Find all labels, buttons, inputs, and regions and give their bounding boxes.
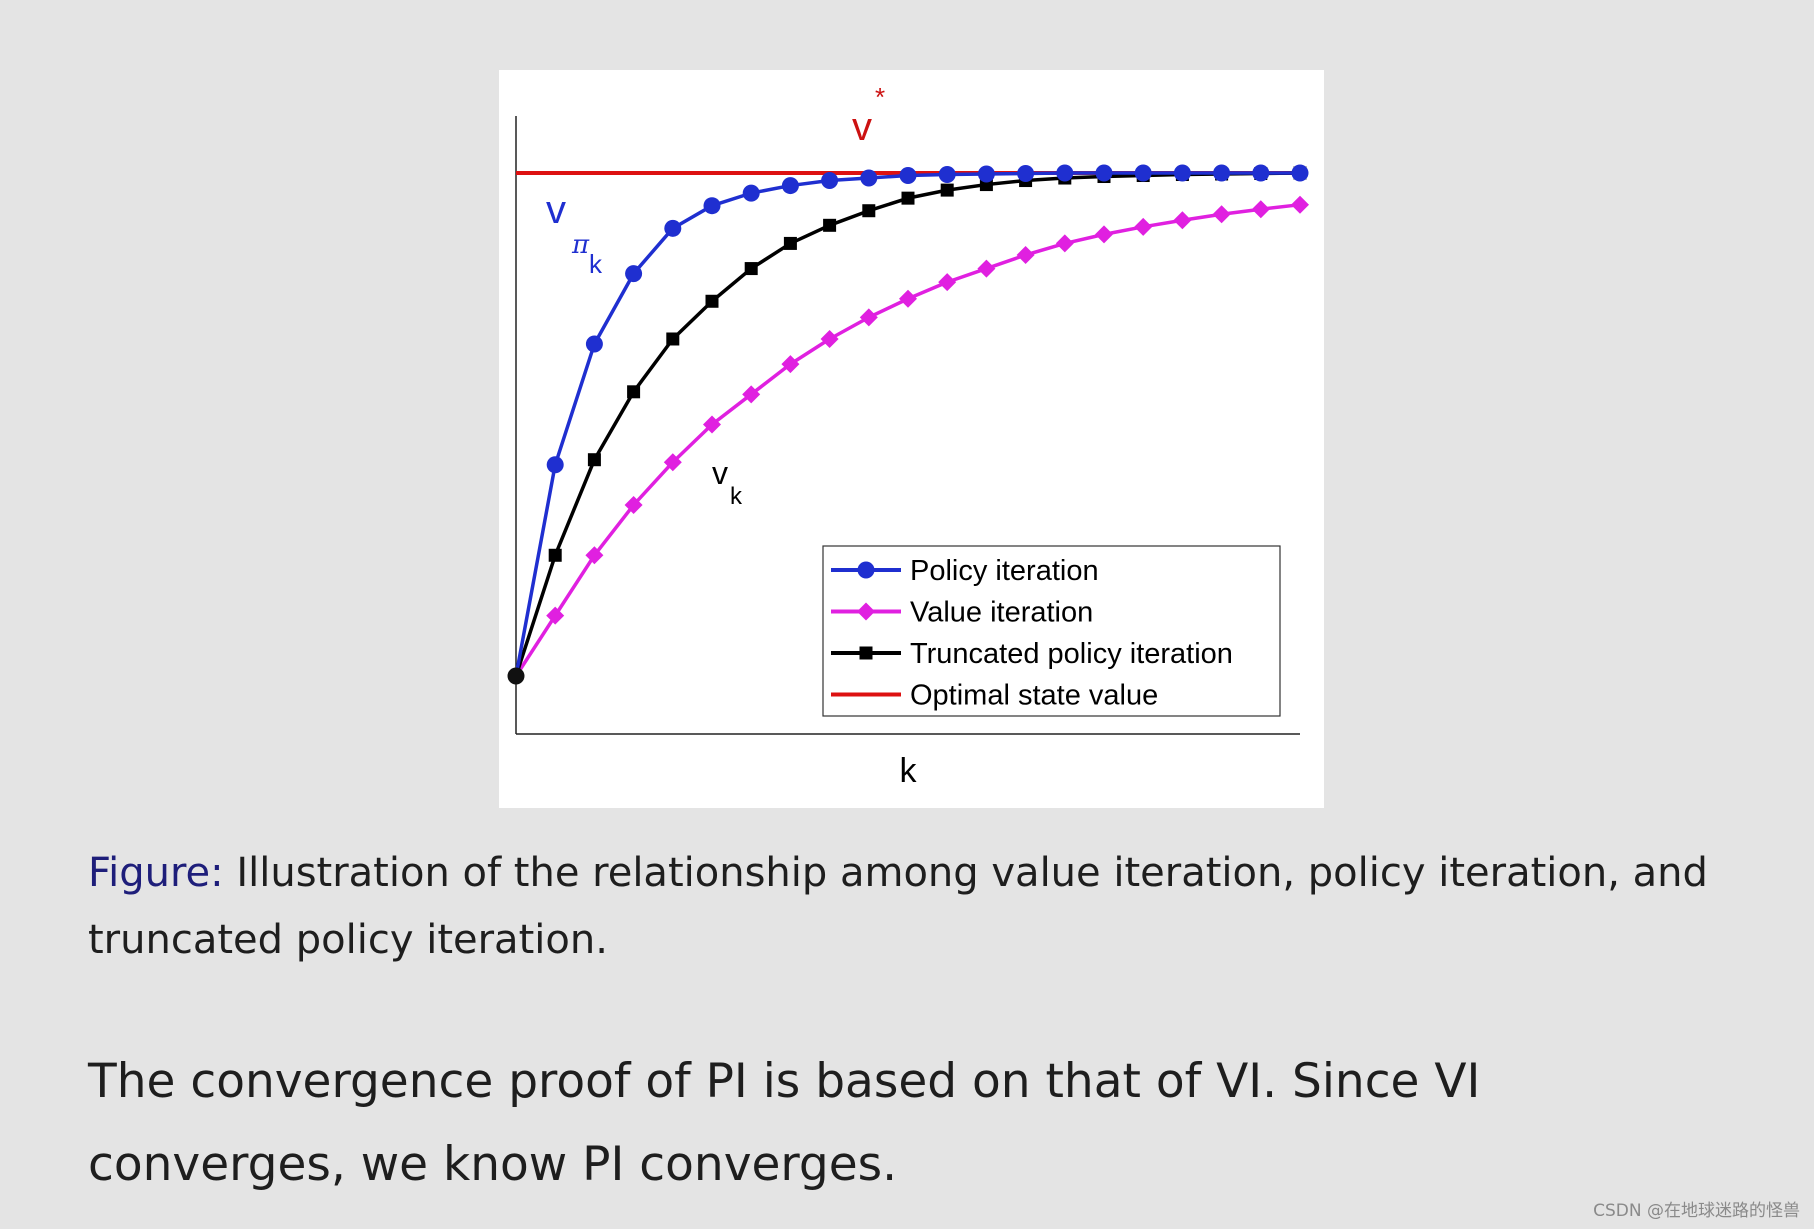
- label-v-pi-k: v: [546, 188, 566, 232]
- data-point-value-iteration: [663, 453, 682, 472]
- legend-label: Policy iteration: [910, 555, 1099, 587]
- label-v-pi-k-subsubscript: k: [589, 249, 603, 279]
- legend-label: Optimal state value: [910, 680, 1158, 712]
- data-point-value-iteration: [624, 495, 643, 514]
- legend-item-truncated-policy-iteration: Truncated policy iteration: [831, 638, 1233, 670]
- label-v-k-subscript: k: [730, 483, 743, 510]
- data-point-value-iteration: [820, 329, 839, 348]
- data-point-policy-iteration: [781, 177, 799, 195]
- data-point-policy-iteration: [938, 166, 956, 184]
- data-point-truncated-policy-iteration: [587, 453, 601, 467]
- data-point-policy-iteration: [625, 265, 643, 283]
- data-point-value-iteration: [546, 606, 565, 625]
- data-point-value-iteration: [899, 289, 917, 308]
- data-point-truncated-policy-iteration: [862, 204, 876, 218]
- data-point-policy-iteration: [1056, 164, 1074, 182]
- data-point-value-iteration: [585, 546, 604, 565]
- label-v-star-superscript: *: [875, 82, 885, 112]
- data-point-policy-iteration: [860, 169, 878, 187]
- data-point-value-iteration: [938, 273, 957, 292]
- legend-item-optimal-state-value: Optimal state value: [831, 680, 1158, 712]
- legend-box: [822, 545, 1281, 717]
- x-axis-label: k: [900, 752, 918, 790]
- data-point-value-iteration: [1055, 234, 1074, 253]
- data-point-value-iteration: [859, 308, 878, 327]
- data-point-policy-iteration: [742, 184, 760, 202]
- data-point-policy-iteration: [1095, 164, 1113, 182]
- series-layer: [507, 164, 1309, 685]
- legend-item-policy-iteration: Policy iteration: [831, 555, 1099, 587]
- legend-swatch-marker: [859, 646, 873, 660]
- origin-point: [507, 667, 525, 685]
- data-point-value-iteration: [1251, 200, 1270, 219]
- series-policy-iteration: [514, 164, 1309, 677]
- data-point-value-iteration: [781, 355, 800, 374]
- data-point-truncated-policy-iteration: [744, 262, 758, 276]
- figure-caption-text: Illustration of the relationship among v…: [88, 850, 1708, 963]
- data-point-value-iteration: [1212, 205, 1231, 224]
- data-point-policy-iteration: [585, 335, 603, 353]
- data-point-policy-iteration: [1173, 164, 1191, 182]
- data-point-policy-iteration: [703, 197, 721, 215]
- series-value-iteration: [514, 195, 1309, 677]
- axes: k: [515, 116, 1300, 790]
- data-point-truncated-policy-iteration: [666, 332, 680, 346]
- data-point-truncated-policy-iteration: [705, 294, 719, 308]
- data-point-truncated-policy-iteration: [940, 183, 954, 197]
- legend: Policy iteration Value iteration Truncated…: [822, 545, 1281, 717]
- watermark: CSDN @在地球迷路的怪兽: [1593, 1201, 1800, 1221]
- figure-caption-label: Figure:: [88, 850, 224, 896]
- data-point-policy-iteration: [1291, 164, 1309, 182]
- label-v-star: v: [852, 105, 872, 149]
- legend-label: Truncated policy iteration: [910, 638, 1233, 670]
- legend-label: Value iteration: [910, 597, 1093, 629]
- data-point-policy-iteration: [977, 165, 995, 183]
- data-point-truncated-policy-iteration: [823, 218, 837, 232]
- data-point-policy-iteration: [1252, 164, 1270, 182]
- data-point-policy-iteration: [899, 167, 917, 185]
- data-point-policy-iteration: [1017, 165, 1035, 183]
- label-v-k: v: [712, 455, 728, 491]
- data-point-truncated-policy-iteration: [783, 236, 797, 250]
- data-point-value-iteration: [1016, 245, 1035, 264]
- data-point-policy-iteration: [1213, 164, 1231, 182]
- data-point-value-iteration: [1134, 217, 1153, 236]
- data-point-truncated-policy-iteration: [548, 548, 562, 562]
- figure-panel: k v * v π k v k Policy iteration Value iteratio…: [499, 70, 1324, 808]
- data-point-value-iteration: [703, 415, 721, 434]
- legend-swatch-marker: [857, 561, 875, 579]
- data-point-value-iteration: [1095, 225, 1113, 244]
- legend-item-value-iteration: Value iteration: [831, 597, 1093, 629]
- data-point-policy-iteration: [546, 456, 564, 474]
- data-point-value-iteration: [742, 385, 761, 404]
- data-point-policy-iteration: [821, 172, 839, 190]
- figure-caption: Figure: Illustration of the relationship…: [88, 840, 1728, 974]
- legend-swatch-marker: [857, 602, 875, 621]
- data-point-value-iteration: [1291, 195, 1309, 214]
- data-point-truncated-policy-iteration: [901, 191, 915, 205]
- data-point-policy-iteration: [1134, 164, 1152, 182]
- label-v-pi-k-subscript: π: [571, 230, 590, 260]
- data-point-value-iteration: [1173, 211, 1192, 230]
- data-point-policy-iteration: [664, 219, 682, 237]
- data-point-truncated-policy-iteration: [627, 385, 641, 399]
- body-paragraph: The convergence proof of PI is based on …: [88, 1054, 1481, 1192]
- data-point-value-iteration: [977, 259, 996, 278]
